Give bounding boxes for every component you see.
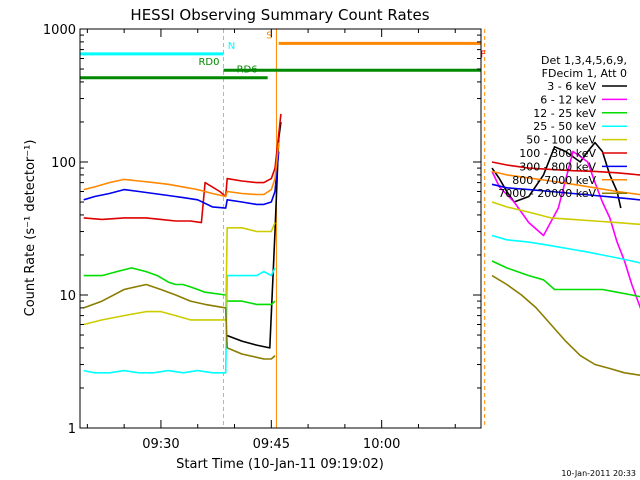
- series-line: [83, 151, 280, 209]
- plot-frame: [79, 28, 482, 429]
- y-axis-label: Count Rate (s⁻¹ detector⁻¹): [23, 140, 38, 317]
- flag-label-rd0: RD0: [198, 57, 219, 68]
- legend-header: Det 1,3,4,5,6,9,: [541, 54, 627, 67]
- legend-entry-label: 6 - 12 keV: [540, 93, 596, 106]
- series-line: [491, 150, 640, 309]
- series-line: [491, 183, 640, 201]
- flag-label-rd6: RD6: [237, 65, 258, 76]
- series-line: [491, 260, 640, 298]
- footer-timestamp: 10-Jan-2011 20:33: [561, 469, 636, 478]
- y-tick-label: 100: [51, 156, 76, 171]
- x-tick-label: 09:45: [253, 437, 290, 452]
- legend-entry-label: 25 - 50 keV: [533, 120, 596, 133]
- series-line: [83, 113, 282, 224]
- legend-entry-label: 7000 - 20000 keV: [498, 187, 596, 200]
- x-tick-label: 10:00: [363, 437, 400, 452]
- legend-entry-label: 3 - 6 keV: [547, 80, 596, 93]
- axes: 09:30 09:45 10:00 1 10 100 1000: [43, 23, 482, 452]
- series-line: [83, 267, 276, 306]
- flag-bars: N S F RD0 RD6: [80, 29, 486, 428]
- x-axis-label: Start Time (10-Jan-11 09:19:02): [176, 457, 384, 472]
- legend-entry-label: 12 - 25 keV: [533, 107, 596, 120]
- series-line: [491, 170, 640, 196]
- series-line: [83, 222, 276, 326]
- x-tick-label: 09:30: [142, 437, 179, 452]
- y-tick-label: 1: [68, 422, 76, 437]
- series-line: [491, 201, 640, 226]
- series-line: [491, 274, 640, 377]
- y-tick-label: 1000: [43, 23, 76, 38]
- series-line: [83, 283, 276, 360]
- plot-area: [80, 29, 481, 428]
- flag-label-s: S: [266, 30, 272, 41]
- plot-background: [80, 29, 481, 428]
- legend-entry-label: 100 - 300 keV: [519, 147, 596, 160]
- flag-label-f: F: [480, 49, 486, 60]
- series-line: [491, 234, 640, 264]
- legend-header: FDecim 1, Att 0: [542, 67, 627, 80]
- series-line: [83, 267, 276, 374]
- series-line: [491, 161, 640, 176]
- chart-title: HESSI Observing Summary Count Rates: [130, 6, 429, 24]
- flag-label-n: N: [228, 41, 235, 52]
- legend: Det 1,3,4,5,6,9,FDecim 1, Att 03 - 6 keV…: [498, 54, 627, 200]
- legend-entry-label: 800 - 7000 keV: [512, 174, 596, 187]
- legend-entry-label: 50 - 100 keV: [526, 134, 596, 147]
- data-series: [83, 113, 640, 377]
- y-tick-label: 10: [59, 289, 76, 304]
- series-line: [83, 142, 280, 198]
- legend-entry-label: 300 - 800 keV: [519, 160, 596, 173]
